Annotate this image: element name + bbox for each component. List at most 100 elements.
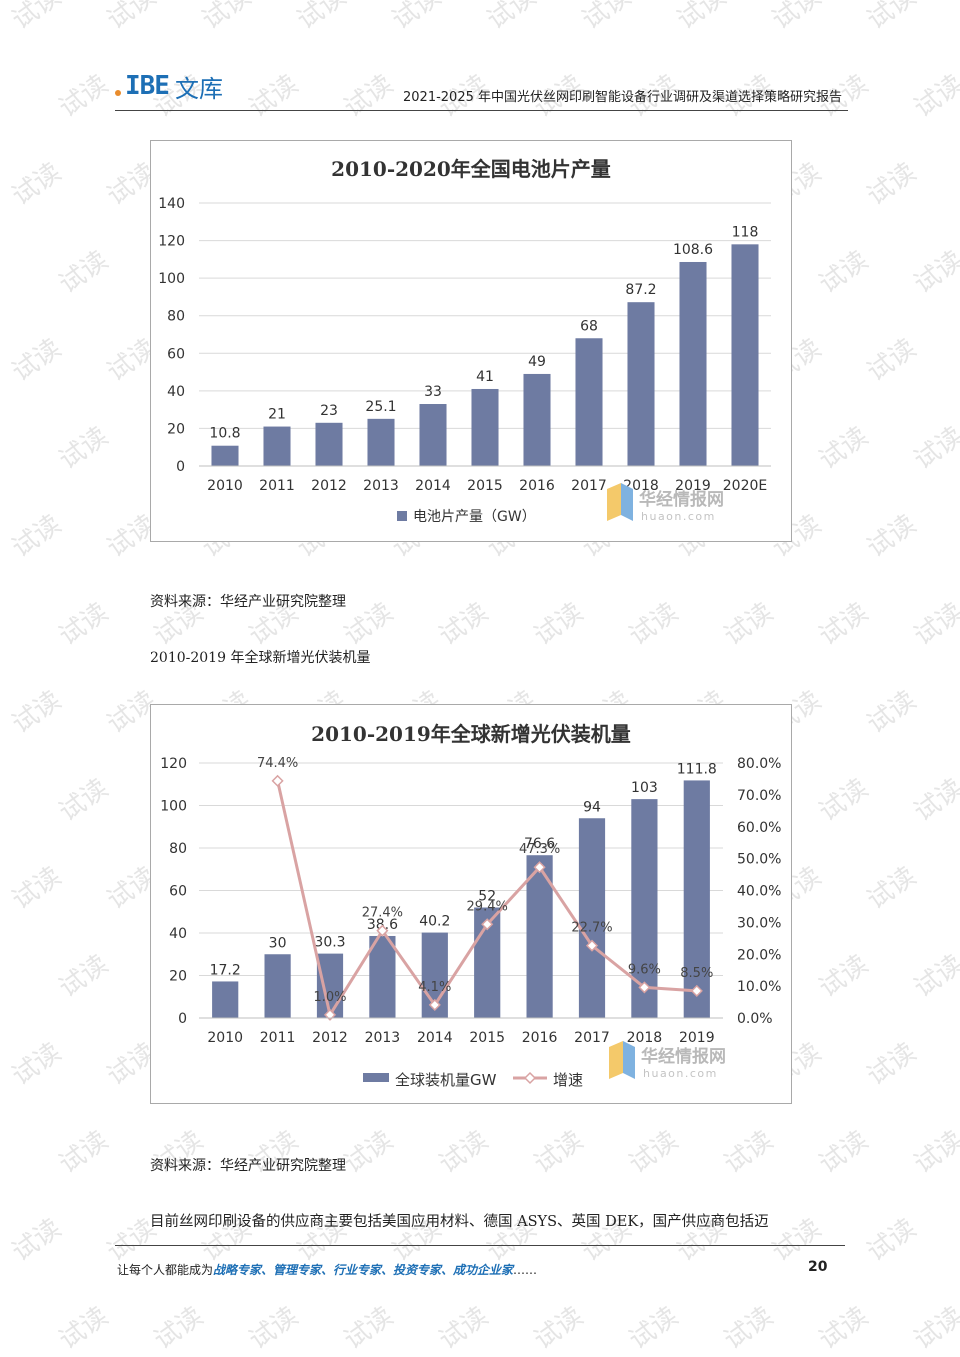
chart1-legend-swatch	[397, 511, 407, 521]
page-footer: 让每个人都能成为战略专家、管理专家、行业专家、投资专家、成功企业家……	[117, 1261, 537, 1278]
chart1-x-tick-label: 2014	[415, 478, 451, 494]
chart1-bars: 10.8 21 23 25.1 33 41 49 68 87.2 108.6 118	[209, 224, 759, 466]
chart2-y-tick-label: 120	[160, 756, 187, 772]
chart1-y-axis: 0 20 40 60 80 100 120 140	[158, 196, 185, 475]
chart2-bar	[683, 780, 710, 1018]
chart2-y2-tick-label: 40.0%	[737, 884, 781, 900]
chart1-data-label: 87.2	[625, 282, 656, 298]
chart2-title: 2010-2019年全球新增光伏装机量	[311, 722, 631, 746]
watermark-text: 试读	[909, 421, 960, 475]
chart2-y2-tick-label: 30.0%	[737, 915, 781, 931]
chart1-x-tick-label: 2013	[363, 478, 399, 494]
chart1-x-tick-label: 2016	[519, 478, 555, 494]
watermark-text: 试读	[862, 333, 922, 387]
chart1-x-tick-label: 2019	[675, 478, 711, 494]
watermark-text: 试读	[7, 685, 67, 739]
chart2-legend: 全球装机量GW 增速	[363, 1071, 583, 1089]
chart1-x-tick-label: 2011	[259, 478, 295, 494]
brand-logo-icon	[607, 483, 621, 521]
watermark-text: 试读	[54, 773, 114, 827]
watermark-text: 试读	[909, 1125, 960, 1179]
chart1-title: 2010-2020年全国电池片产量	[331, 157, 611, 181]
logo-mark: IBE	[125, 71, 170, 101]
watermark-text: 试读	[54, 245, 114, 299]
chart1-brand-logo: 华经情报网 huaon.com	[607, 483, 724, 523]
watermark-text: 试读	[7, 1037, 67, 1091]
chart2-bar-data-label: 17.2	[210, 962, 241, 978]
chart1-data-label: 23	[320, 403, 338, 419]
chart2-growth-marker	[585, 939, 599, 952]
brand-logo-icon-2	[621, 483, 633, 521]
chart2-legend-line-label: 增速	[553, 1071, 583, 1089]
watermark-text: 试读	[54, 1301, 114, 1355]
chart2-legend-bar-swatch	[363, 1073, 389, 1082]
watermark-text: 试读	[7, 157, 67, 211]
chart1-data-label: 49	[528, 354, 546, 370]
chart2-growth-line: 74.4% 1.0% 27.4% 4.1% 29.4% 47.3% 22.7% 9.6% 8.5…	[257, 756, 713, 1021]
chart1-y-tick-label: 120	[158, 234, 185, 250]
watermark-text: 试读	[529, 1125, 589, 1179]
watermark-text: 试读	[482, 0, 542, 36]
chart2-bar	[212, 981, 239, 1018]
watermark-text: 试读	[862, 157, 922, 211]
watermark-text: 试读	[814, 597, 874, 651]
chart2-y2-tick-label: 70.0%	[737, 788, 781, 804]
watermark-text: 试读	[434, 1301, 494, 1355]
chart1-y-tick-label: 60	[167, 346, 185, 362]
chart1-data-label: 10.8	[209, 426, 240, 442]
library-logo[interactable]: IBE 文库	[115, 68, 223, 104]
watermark-text: 试读	[577, 0, 637, 36]
chart2-growth-data-label: 8.5%	[680, 966, 713, 981]
chart2-bar-data-label: 52	[478, 889, 496, 905]
chart2-y2-tick-label: 0.0%	[737, 1011, 773, 1027]
chart2-x-tick-label: 2019	[679, 1030, 715, 1046]
page-number: 20	[808, 1259, 828, 1275]
watermark-text: 试读	[7, 1213, 67, 1267]
chart2-growth-data-label: 4.1%	[418, 980, 451, 995]
chart2-bar-data-label: 40.2	[419, 914, 450, 930]
watermark-text: 试读	[719, 597, 779, 651]
chart1-y-tick-label: 100	[158, 271, 185, 287]
document-title: 2021-2025 年中国光伏丝网印刷智能设备行业调研及渠道选择策略研究报告	[403, 90, 842, 105]
chart1-data-label: 108.6	[673, 242, 713, 258]
watermark-text: 试读	[909, 949, 960, 1003]
chart1-data-label: 118	[732, 224, 759, 240]
watermark-text: 试读	[339, 1125, 399, 1179]
watermark-text: 试读	[814, 421, 874, 475]
watermark-text: 试读	[197, 0, 257, 36]
chart1-data-label: 21	[268, 407, 286, 423]
watermark-text: 试读	[244, 1301, 304, 1355]
chart1-svg: 2010-2020年全国电池片产量 0 20 40 60 80 100 120 140 10.…	[158, 157, 771, 525]
chart2-y2-tick-label: 20.0%	[737, 947, 781, 963]
watermark-text: 试读	[909, 245, 960, 299]
watermark-text: 试读	[624, 597, 684, 651]
watermark-text: 试读	[862, 509, 922, 563]
watermark-text: 试读	[814, 773, 874, 827]
chart2-growth-marker	[690, 984, 703, 997]
watermark-text: 试读	[814, 1125, 874, 1179]
watermark-text: 试读	[624, 1301, 684, 1355]
watermark-text: 试读	[719, 1301, 779, 1355]
source-caption-2: 资料来源：华经产业研究院整理	[150, 1158, 346, 1174]
watermark-text: 试读	[862, 685, 922, 739]
chart2-growth-data-label: 1.0%	[313, 990, 346, 1005]
chart1-x-tick-label: 2020E	[723, 478, 767, 494]
watermark-text: 试读	[7, 861, 67, 915]
chart2-bar-data-label: 103	[631, 780, 658, 796]
watermark-text: 试读	[54, 421, 114, 475]
watermark-text: 试读	[339, 1301, 399, 1355]
watermark-text: 试读	[54, 597, 114, 651]
chart1-x-axis: 2010 2011 2012 2013 2014 2015 2016 2017 2018 2019…	[199, 465, 771, 494]
chart2-y-tick-label: 60	[169, 884, 187, 900]
source-caption-1: 资料来源：华经产业研究院整理	[150, 594, 346, 610]
watermark-text: 试读	[909, 597, 960, 651]
chart2-growth-marker	[428, 998, 441, 1011]
chart2-growth-marker	[638, 981, 651, 994]
watermark-text: 试读	[814, 949, 874, 1003]
chart2-growth-data-label: 47.3%	[519, 842, 560, 857]
watermark-text: 试读	[909, 69, 960, 123]
chart2-x-tick-label: 2013	[365, 1030, 401, 1046]
chart1-bar	[211, 445, 239, 466]
chart2-legend-bar-label: 全球装机量GW	[395, 1071, 497, 1089]
chart2-y2-tick-label: 60.0%	[737, 820, 781, 836]
